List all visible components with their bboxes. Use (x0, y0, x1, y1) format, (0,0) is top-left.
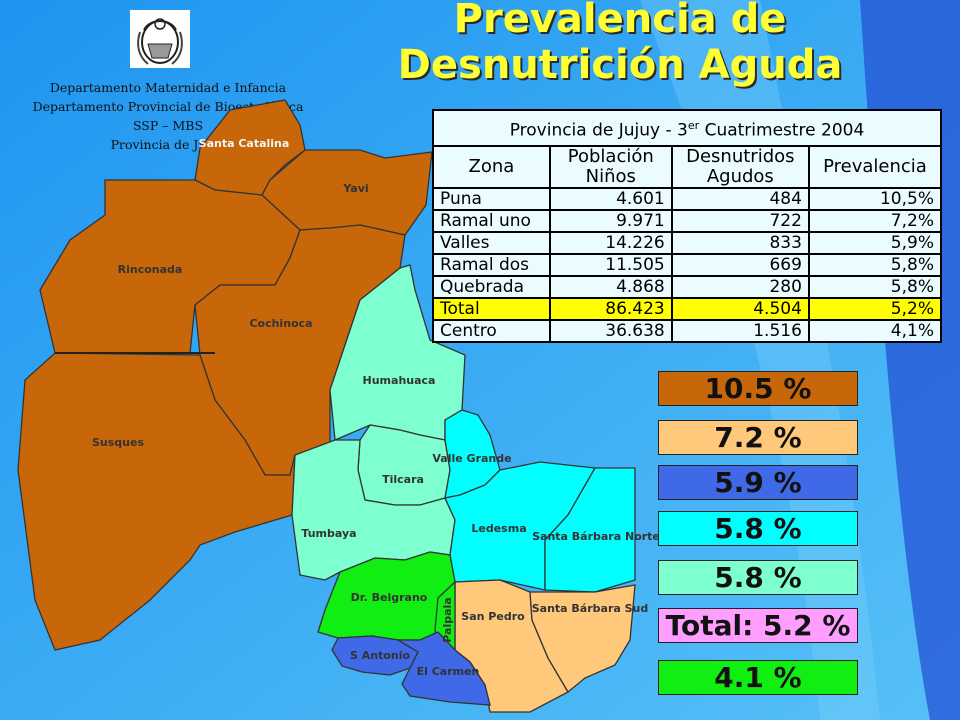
legend-item-ramal-dos: 5.8 % (658, 511, 858, 546)
province-emblem-icon (130, 10, 190, 68)
map-region-susques (17, 352, 296, 651)
label-san-pedro: San Pedro (461, 610, 525, 623)
cell-poblacion: 36.638 (548, 319, 673, 343)
prevalence-table: Provincia de Jujuy - 3er Cuatrimestre 20… (432, 109, 943, 343)
cell-desnutridos: 4.504 (670, 297, 810, 321)
label-santa-barbara-sud: Santa Bárbara Sud (532, 602, 649, 615)
cell-poblacion: 9.971 (548, 209, 673, 233)
cell-zona: Ramal uno (432, 209, 551, 233)
title-line-2: Desnutrición Aguda (397, 42, 843, 88)
cell-poblacion: 4.601 (548, 187, 673, 211)
cell-prevalencia: 5,8% (807, 275, 943, 299)
label-humahuaca: Humahuaca (363, 374, 436, 387)
dept-line-4: Provincia de Jujuy (110, 137, 226, 152)
table-row: Valles 14.226 833 5,9% (432, 231, 943, 255)
cell-poblacion: 11.505 (548, 253, 673, 277)
table-row: Centro 36.638 1.516 4,1% (432, 319, 943, 343)
table-row: Puna 4.601 484 10,5% (432, 187, 943, 211)
label-valle-grande: Valle Grande (432, 452, 511, 465)
cell-desnutridos: 280 (670, 275, 810, 299)
table-row: Ramal dos 11.505 669 5,8% (432, 253, 943, 277)
label-cochinoca: Cochinoca (249, 317, 312, 330)
cell-poblacion: 4.868 (548, 275, 673, 299)
label-tumbaya: Tumbaya (301, 527, 356, 540)
cell-zona: Centro (432, 319, 551, 343)
table-row: Ramal uno 9.971 722 7,2% (432, 209, 943, 233)
table-caption: Provincia de Jujuy - 3er Cuatrimestre 20… (432, 109, 942, 147)
cell-desnutridos: 669 (670, 253, 810, 277)
cell-poblacion: 14.226 (548, 231, 673, 255)
col-header-prevalencia: Prevalencia (807, 145, 943, 189)
slide-title: Prevalencia de Desnutrición Aguda (330, 0, 910, 88)
cell-zona: Total (432, 297, 551, 321)
cell-desnutridos: 722 (670, 209, 810, 233)
cell-desnutridos: 833 (670, 231, 810, 255)
cell-prevalencia: 7,2% (807, 209, 943, 233)
cell-zona: Puna (432, 187, 551, 211)
label-tilcara: Tilcara (382, 473, 424, 486)
cell-zona: Quebrada (432, 275, 551, 299)
label-s-antonio: S Antonio (350, 649, 411, 662)
cell-prevalencia: 5,8% (807, 253, 943, 277)
cell-prevalencia: 4,1% (807, 319, 943, 343)
cell-desnutridos: 1.516 (670, 319, 810, 343)
label-yavi: Yavi (342, 182, 368, 195)
legend-item-ramal-uno: 7.2 % (658, 420, 858, 455)
label-santa-catalina: Santa Catalina (199, 137, 290, 150)
label-palpala: Palpala (441, 597, 454, 642)
legend-item-centro: 4.1 % (658, 660, 858, 695)
cell-desnutridos: 484 (670, 187, 810, 211)
legend-item-quebrada: 5.8 % (658, 560, 858, 595)
cell-zona: Ramal dos (432, 253, 551, 277)
map-region-s-antonio (331, 635, 419, 676)
cell-poblacion: 86.423 (548, 297, 673, 321)
table-header-row: Zona Población Niños Desnutridos Agudos … (432, 145, 943, 189)
col-header-poblacion: Población Niños (548, 145, 673, 189)
legend-item-valles: 5.9 % (658, 465, 858, 500)
map-region-santa-barbara-norte (544, 467, 636, 593)
label-ledesma: Ledesma (471, 522, 526, 535)
dept-line-1: Departamento Maternidad e Infancia (49, 80, 287, 95)
col-header-zona: Zona (432, 145, 551, 189)
dept-line-3: SSP – MBS (132, 118, 204, 133)
label-el-carmen: El Carmen (417, 665, 480, 678)
table-caption-row: Provincia de Jujuy - 3er Cuatrimestre 20… (432, 109, 942, 147)
col-header-desnutridos: Desnutridos Agudos (670, 145, 810, 189)
label-susques: Susques (92, 436, 144, 449)
label-rinconada: Rinconada (118, 263, 183, 276)
label-dr-belgrano: Dr. Belgrano (351, 591, 428, 604)
table-row: Quebrada 4.868 280 5,8% (432, 275, 943, 299)
cell-prevalencia: 5,9% (807, 231, 943, 255)
title-line-1: Prevalencia de (453, 0, 787, 42)
table-row-total: Total 86.423 4.504 5,2% (432, 297, 943, 321)
label-santa-barbara-norte: Santa Bárbara Norte (532, 530, 660, 543)
legend-item-puna: 10.5 % (658, 371, 858, 406)
map-region-santa-barbara-sud (529, 584, 636, 693)
legend-item-total: Total: 5.2 % (658, 608, 858, 643)
cell-prevalencia: 5,2% (807, 297, 943, 321)
cell-prevalencia: 10,5% (807, 187, 943, 211)
map-region-el-carmen (395, 631, 491, 706)
cell-zona: Valles (432, 231, 551, 255)
